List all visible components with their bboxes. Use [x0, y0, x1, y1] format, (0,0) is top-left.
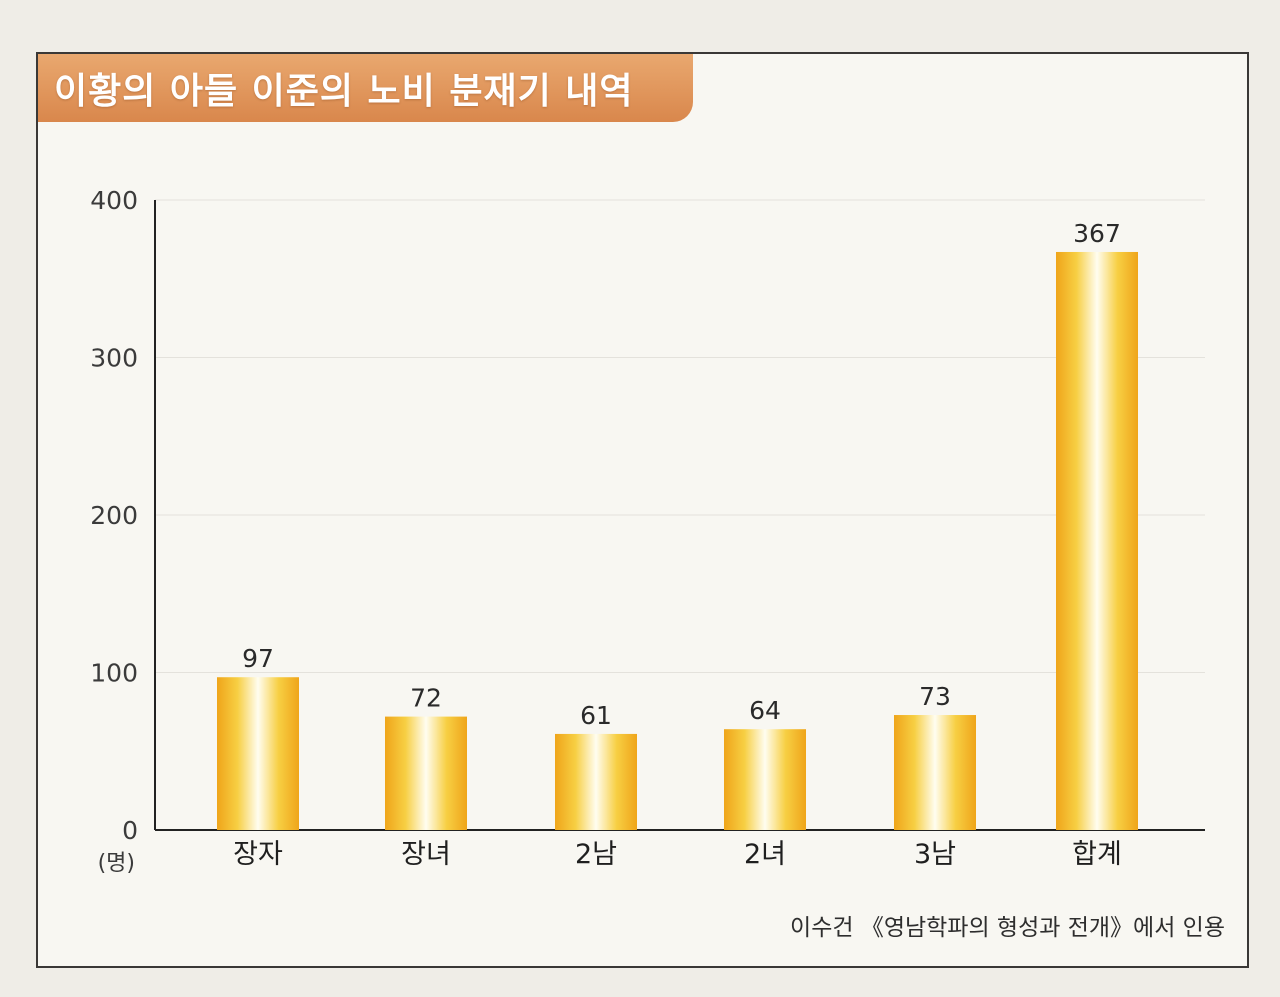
bar-value-label: 97: [242, 644, 274, 673]
bar-2녀: [724, 729, 806, 830]
x-tick-label: 장자: [233, 839, 283, 870]
bar-장자: [217, 677, 299, 830]
bar-장녀: [385, 716, 467, 830]
x-tick-label: 2녀: [744, 839, 786, 870]
x-tick-label: 합계: [1072, 839, 1122, 870]
x-tick-label: 2남: [575, 839, 617, 870]
bar-value-label: 72: [410, 684, 442, 713]
bar-value-label: 64: [749, 696, 781, 725]
bar-value-label: 73: [919, 682, 951, 711]
y-tick-label: 200: [90, 501, 138, 530]
bar-2남: [555, 733, 637, 830]
bar-value-label: 61: [580, 701, 612, 730]
y-tick-label: 100: [90, 659, 138, 688]
y-tick-label: 0: [122, 816, 138, 845]
source-note: 이수건 《영남학파의 형성과 전개》에서 인용: [790, 915, 1225, 941]
y-tick-label: 300: [90, 344, 138, 373]
chart-title: 이황의 아들 이준의 노비 분재기 내역: [38, 54, 693, 122]
y-axis-unit: (명): [98, 851, 135, 876]
x-tick-label: 장녀: [401, 839, 451, 870]
y-tick-label: 400: [90, 186, 138, 215]
x-tick-label: 3남: [914, 839, 956, 870]
bar-합계: [1056, 251, 1138, 831]
bar-3남: [894, 715, 976, 830]
bar-value-label: 367: [1073, 219, 1121, 248]
